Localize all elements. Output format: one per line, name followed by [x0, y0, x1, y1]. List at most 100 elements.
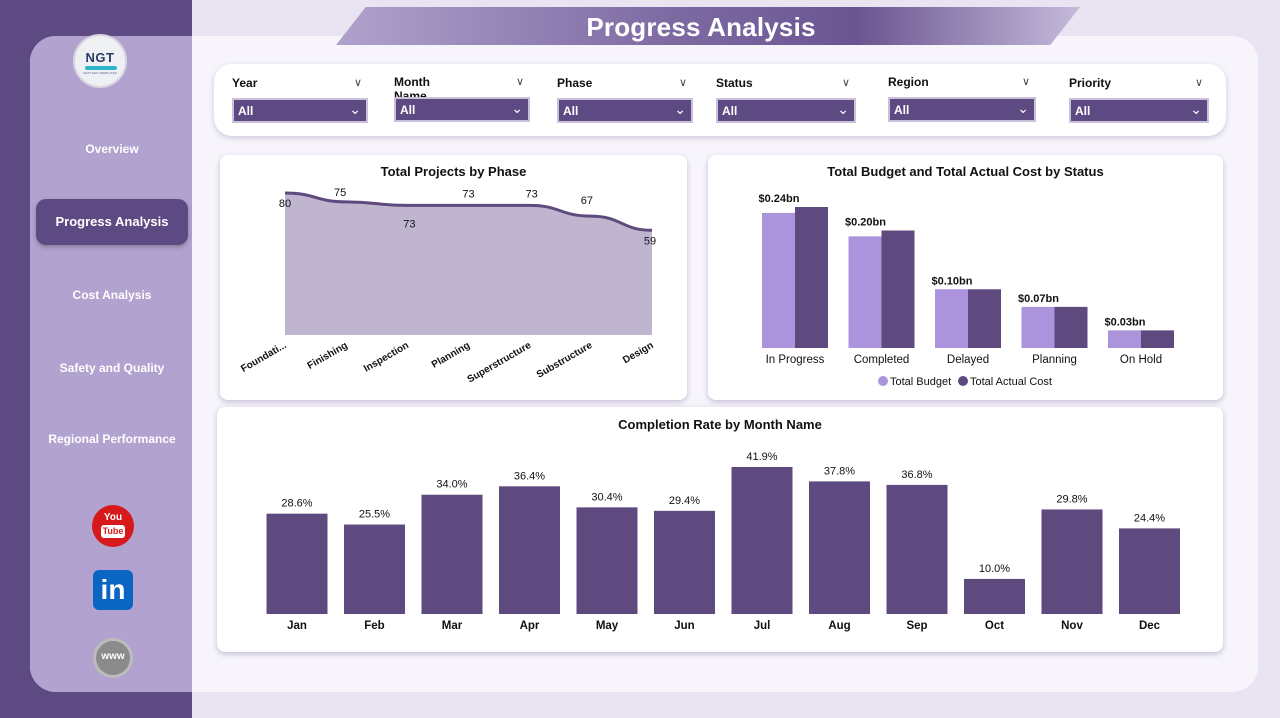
x-tick-label: Feb — [364, 620, 384, 632]
filter-year-caret-icon[interactable]: ∨ — [354, 77, 363, 89]
filter-month-value: All — [400, 103, 416, 117]
filter-region-dropdown[interactable]: All ⌄ — [888, 97, 1036, 122]
x-tick-label: On Hold — [1120, 354, 1162, 366]
filter-year-value: All — [238, 104, 254, 118]
title-banner — [336, 7, 1080, 45]
x-tick-label: Planning — [430, 340, 472, 371]
filter-status-value: All — [722, 104, 738, 118]
bar-completion-rate — [499, 486, 560, 614]
x-tick-label: Design — [621, 340, 655, 366]
filter-label-year: Year — [232, 76, 258, 90]
card-total-projects-by-phase: Total Projects by Phase 80 75 73 73 73 67 59 Fo… — [220, 155, 687, 400]
x-tick-label: Dec — [1139, 620, 1161, 632]
filter-priority-caret-icon[interactable]: ∨ — [1195, 77, 1204, 89]
filter-phase-dropdown[interactable]: All ⌄ — [557, 98, 693, 123]
logo-subtext: NEXT GEN TEMPLATES — [83, 71, 117, 75]
filter-month-dropdown[interactable]: All ⌄ — [394, 97, 530, 122]
x-tick-label: Jul — [754, 620, 771, 632]
data-label: 29.4% — [669, 495, 700, 507]
filter-year-dropdown[interactable]: All ⌄ — [232, 98, 368, 123]
bar-total-budget — [1021, 306, 1055, 348]
bar-chart: 28.6% Jan 25.5% Feb 34.0% Mar 36.4% Apr 30.4% May… — [266, 451, 1180, 632]
company-logo: NGT NEXT GEN TEMPLATES — [73, 34, 127, 88]
bar-completion-rate — [344, 524, 405, 614]
filter-status-dropdown[interactable]: All ⌄ — [716, 98, 856, 123]
x-tick-label: Completed — [854, 354, 910, 366]
x-tick-label: Foundati... — [239, 340, 288, 375]
bar-completion-rate — [886, 484, 948, 614]
filter-priority-dropdown[interactable]: All ⌄ — [1069, 98, 1209, 123]
logo-swoosh — [85, 66, 117, 70]
legend-label: Total Budget — [890, 376, 951, 388]
bar-total-budget — [762, 212, 795, 348]
linkedin-icon[interactable]: in — [93, 570, 133, 610]
x-tick-label: Jan — [287, 620, 307, 632]
data-label: $0.20bn — [845, 217, 886, 229]
data-label: 25.5% — [359, 509, 390, 521]
bar-completion-rate — [1119, 528, 1180, 614]
bar-total-actual-cost — [795, 207, 828, 348]
data-label: 28.6% — [281, 498, 312, 510]
filter-status-caret-icon[interactable]: ∨ — [842, 77, 851, 89]
filter-phase-caret-icon[interactable]: ∨ — [679, 77, 688, 89]
filter-label-priority: Priority — [1069, 76, 1112, 90]
data-label: 36.8% — [901, 469, 932, 481]
area-fill — [285, 193, 652, 335]
youtube-icon-text-bottom: Tube — [101, 525, 125, 538]
filter-phase-value: All — [563, 104, 579, 118]
bar-total-actual-cost — [881, 230, 915, 348]
x-tick-label: Delayed — [947, 354, 989, 366]
data-label: 41.9% — [746, 451, 777, 463]
x-tick-label: Superstructure — [466, 340, 534, 386]
area-line — [284, 191, 653, 232]
bar-completion-rate — [731, 467, 793, 614]
page-title: Progress Analysis — [586, 12, 816, 42]
x-tick-label: Jun — [674, 620, 694, 632]
bar-completion-rate — [964, 578, 1025, 614]
legend-label: Total Actual Cost — [970, 376, 1052, 388]
filter-region-caret-icon[interactable]: ∨ — [1022, 76, 1031, 88]
card-completion-rate-by-month: Completion Rate by Month Name 28.6% Jan 25… — [217, 407, 1223, 652]
x-tick-label: Nov — [1061, 620, 1083, 632]
x-tick-label: Planning — [1032, 354, 1077, 366]
filter-priority-value: All — [1075, 104, 1091, 118]
chart-title: Total Projects by Phase — [380, 164, 527, 179]
bar-completion-rate — [809, 481, 870, 614]
nav-item-progress-analysis[interactable]: Progress Analysis — [36, 199, 188, 245]
bar-total-budget — [1108, 330, 1141, 348]
nav-item-overview[interactable]: Overview — [85, 142, 139, 156]
filter-region-value: All — [894, 103, 910, 117]
nav-item-regional-performance[interactable]: Regional Performance — [48, 432, 176, 446]
data-label: 10.0% — [979, 563, 1010, 575]
filter-month-caret-icon[interactable]: ∨ — [516, 76, 525, 88]
data-label: 24.4% — [1134, 512, 1165, 524]
data-label: 73 — [462, 188, 474, 200]
x-tick-label: Apr — [520, 620, 540, 632]
nav-item-cost-analysis[interactable]: Cost Analysis — [72, 288, 152, 302]
data-label: $0.03bn — [1105, 316, 1146, 328]
data-label: 67 — [581, 195, 593, 207]
chevron-down-icon: ⌄ — [349, 101, 361, 117]
data-label: 73 — [403, 218, 415, 230]
card-budget-vs-actual-by-status: Total Budget and Total Actual Cost by St… — [708, 155, 1223, 400]
chevron-down-icon: ⌄ — [1017, 100, 1029, 116]
area-chart: 80 75 73 73 73 67 59 Foundati... Finishing Inspec… — [239, 187, 656, 386]
data-label: 37.8% — [824, 465, 855, 477]
x-tick-label: May — [596, 620, 619, 632]
youtube-icon[interactable]: You Tube — [92, 505, 134, 547]
legend-marker — [958, 376, 968, 386]
logo-text: NGT — [85, 50, 115, 65]
x-tick-label: Aug — [828, 620, 850, 632]
chart-title: Total Budget and Total Actual Cost by St… — [827, 164, 1104, 179]
clustered-bar-chart: $0.24bn In Progress $0.20bn Completed $0.10b… — [759, 193, 1174, 388]
website-globe-icon[interactable]: www — [93, 638, 133, 678]
nav-item-safety-and-quality[interactable]: Safety and Quality — [59, 361, 165, 375]
x-tick-label: In Progress — [766, 354, 825, 366]
data-label: $0.24bn — [759, 193, 800, 205]
bar-completion-rate — [266, 513, 328, 614]
bar-total-budget — [848, 236, 882, 348]
data-label: $0.07bn — [1018, 293, 1059, 305]
chevron-down-icon: ⌄ — [1190, 101, 1202, 117]
x-tick-label: Finishing — [306, 340, 350, 372]
bar-completion-rate — [654, 510, 715, 614]
